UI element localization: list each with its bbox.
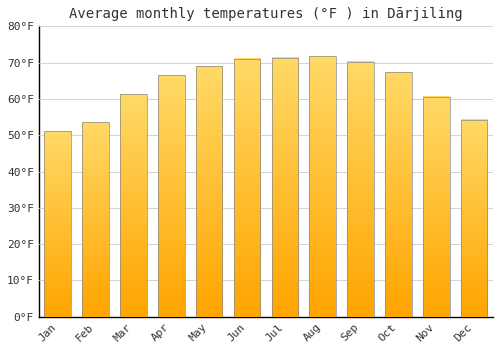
- Bar: [461, 120, 487, 317]
- Title: Average monthly temperatures (°F ) in Dārjiling: Average monthly temperatures (°F ) in Dā…: [69, 7, 462, 21]
- Bar: [44, 131, 71, 317]
- Bar: [82, 122, 109, 317]
- Bar: [272, 57, 298, 317]
- Bar: [423, 97, 450, 317]
- Bar: [310, 56, 336, 317]
- Bar: [120, 94, 146, 317]
- Bar: [158, 75, 184, 317]
- Bar: [348, 62, 374, 317]
- Bar: [385, 72, 411, 317]
- Bar: [234, 58, 260, 317]
- Bar: [196, 66, 222, 317]
